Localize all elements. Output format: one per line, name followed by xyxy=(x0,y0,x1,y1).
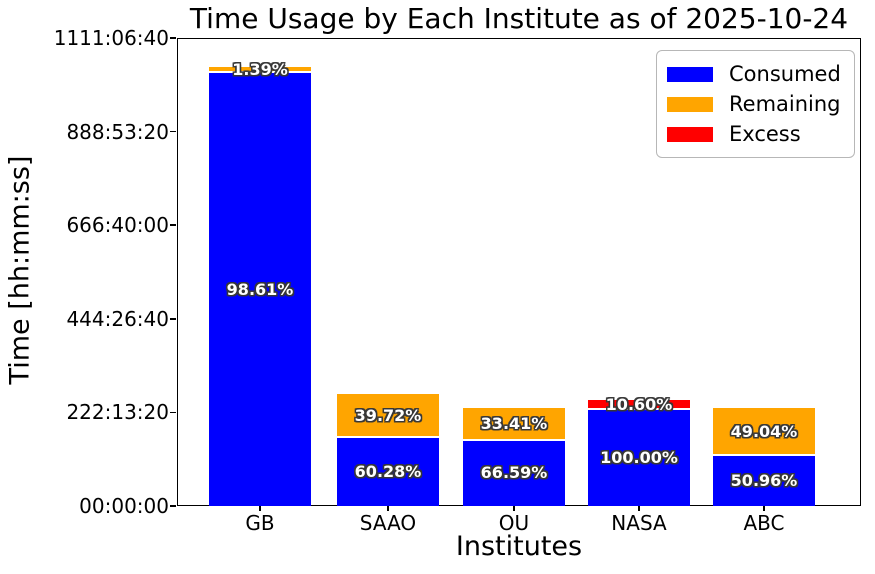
y-tick-mark xyxy=(170,317,176,320)
x-tick-mark xyxy=(259,506,261,511)
y-tick-label: 00:00:00 xyxy=(79,494,169,518)
legend-label-excess: Excess xyxy=(729,122,801,146)
x-tick-mark xyxy=(387,506,389,511)
y-tick-label: 888:53:20 xyxy=(66,119,169,144)
legend-label-consumed: Consumed xyxy=(729,62,841,86)
legend-item-excess: Excess xyxy=(667,119,842,149)
x-tick-mark xyxy=(638,506,640,511)
x-tick-mark xyxy=(513,506,515,511)
chart-title: Time Usage by Each Institute as of 2025-… xyxy=(189,2,849,35)
legend-swatch-consumed xyxy=(667,66,713,82)
legend: Consumed Remaining Excess xyxy=(656,50,855,158)
legend-swatch-remaining xyxy=(667,96,713,112)
y-tick-label: 1111:06:40 xyxy=(53,26,169,50)
y-tick-mark xyxy=(170,130,176,133)
y-tick-mark xyxy=(170,505,176,507)
legend-label-remaining: Remaining xyxy=(729,92,841,116)
x-axis-label: Institutes xyxy=(455,531,583,562)
x-tick-mark xyxy=(763,506,765,511)
y-tick-label: 222:13:20 xyxy=(66,400,169,425)
y-tick-mark xyxy=(170,37,176,39)
y-tick-mark xyxy=(170,411,176,414)
y-tick-mark xyxy=(170,224,176,227)
y-axis-label-text: Time [hh:mm:ss] xyxy=(4,155,36,385)
legend-swatch-excess xyxy=(667,126,713,142)
legend-item-remaining: Remaining xyxy=(667,89,842,119)
legend-item-consumed: Consumed xyxy=(667,59,842,89)
